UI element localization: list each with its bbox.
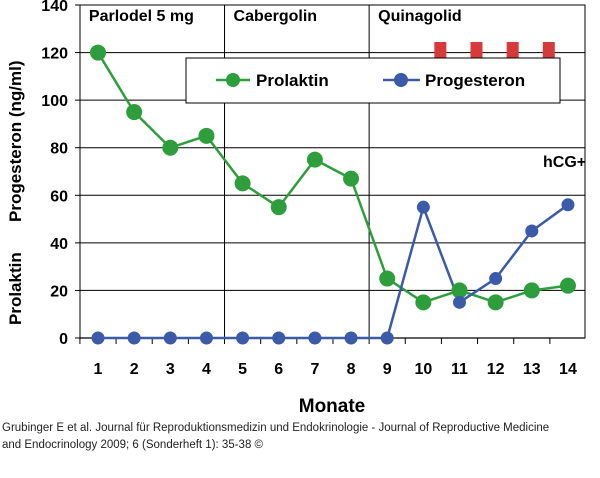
x-tick-label: 6 (274, 361, 283, 378)
x-tick-label: 11 (451, 361, 468, 378)
point-progesteron (416, 200, 430, 214)
series (90, 44, 576, 345)
y-tick-label: 40 (50, 236, 68, 253)
red-marker (542, 42, 555, 59)
x-tick-label: 7 (310, 361, 319, 378)
x-axis-title: Monate (299, 396, 366, 417)
y-tick-label: 100 (41, 93, 68, 110)
y-axis-title-progesteron: Progesteron (ng/ml) (6, 60, 25, 222)
point-progesteron (561, 198, 575, 212)
legend-marker-progesteron (394, 73, 408, 87)
x-tick-label: 2 (130, 361, 139, 378)
phase-group: Parlodel 5 mg Cabergolin Quinagolid (89, 5, 462, 338)
x-tick-label: 3 (166, 361, 175, 378)
point-prolaktin (343, 170, 360, 187)
phase-label: Parlodel 5 mg (89, 8, 194, 25)
point-progesteron (489, 272, 503, 286)
point-prolaktin (487, 294, 504, 311)
point-prolaktin (198, 127, 215, 144)
legend-label-progesteron: Progesteron (425, 71, 525, 90)
point-prolaktin (270, 199, 287, 216)
red-marker (434, 42, 447, 59)
point-progesteron (236, 331, 250, 345)
point-progesteron (127, 331, 141, 345)
x-tick-label: 13 (523, 361, 541, 378)
red-marker (506, 42, 519, 59)
citation-caption: Grubinger E et al. Journal für Reprodukt… (2, 420, 598, 454)
y-tick-label: 60 (50, 188, 68, 205)
point-progesteron (344, 331, 358, 345)
x-tick-label: 14 (559, 361, 577, 378)
y-tick-label: 80 (50, 141, 68, 158)
red-marker (470, 42, 483, 59)
point-progesteron (525, 224, 539, 238)
legend-marker-prolaktin (226, 73, 240, 87)
caption-line-1: Grubinger E et al. Journal für Reprodukt… (2, 422, 550, 434)
phase-label: Cabergolin (234, 8, 318, 25)
point-prolaktin (126, 104, 143, 121)
y-tick-label: 140 (41, 0, 68, 15)
point-prolaktin (559, 277, 576, 294)
x-tick-label: 12 (487, 361, 505, 378)
y-axis-title-prolaktin: Prolaktin (6, 252, 25, 325)
point-prolaktin (379, 270, 396, 287)
point-progesteron (380, 331, 394, 345)
point-prolaktin (523, 282, 540, 299)
y-tick-label: 0 (59, 331, 68, 348)
red-markers (434, 42, 555, 59)
point-progesteron (91, 331, 105, 345)
series-line-progesteron (98, 203, 569, 340)
x-tick-label: 9 (383, 361, 392, 378)
y-tick-label: 120 (41, 46, 68, 63)
chart: Parlodel 5 mg Cabergolin Quinagolid 0 20 40 6… (6, 0, 586, 417)
phase-label: Quinagolid (378, 8, 462, 25)
point-prolaktin (162, 139, 179, 156)
x-tick-label: 5 (238, 361, 247, 378)
point-progesteron (199, 331, 213, 345)
legend: Prolaktin Progesteron (185, 57, 561, 104)
caption-line-2: and Endocrinology 2009; 6 (Sonderheft 1)… (2, 439, 264, 451)
point-prolaktin (415, 294, 432, 311)
point-progesteron (163, 331, 177, 345)
x-tick-label: 10 (414, 361, 432, 378)
point-prolaktin (234, 175, 251, 192)
annotation-hcg: hCG+ (543, 154, 586, 171)
y-tick-label: 20 (50, 283, 68, 300)
point-progesteron (272, 331, 286, 345)
point-prolaktin (451, 282, 468, 299)
legend-label-prolaktin: Prolaktin (256, 71, 329, 90)
x-tick-label: 8 (347, 361, 356, 378)
point-prolaktin (306, 151, 323, 168)
point-progesteron (308, 331, 322, 345)
point-progesteron (453, 295, 466, 309)
point-prolaktin (90, 44, 106, 61)
x-tick-label: 1 (94, 361, 103, 378)
x-tick-label: 4 (202, 361, 211, 378)
